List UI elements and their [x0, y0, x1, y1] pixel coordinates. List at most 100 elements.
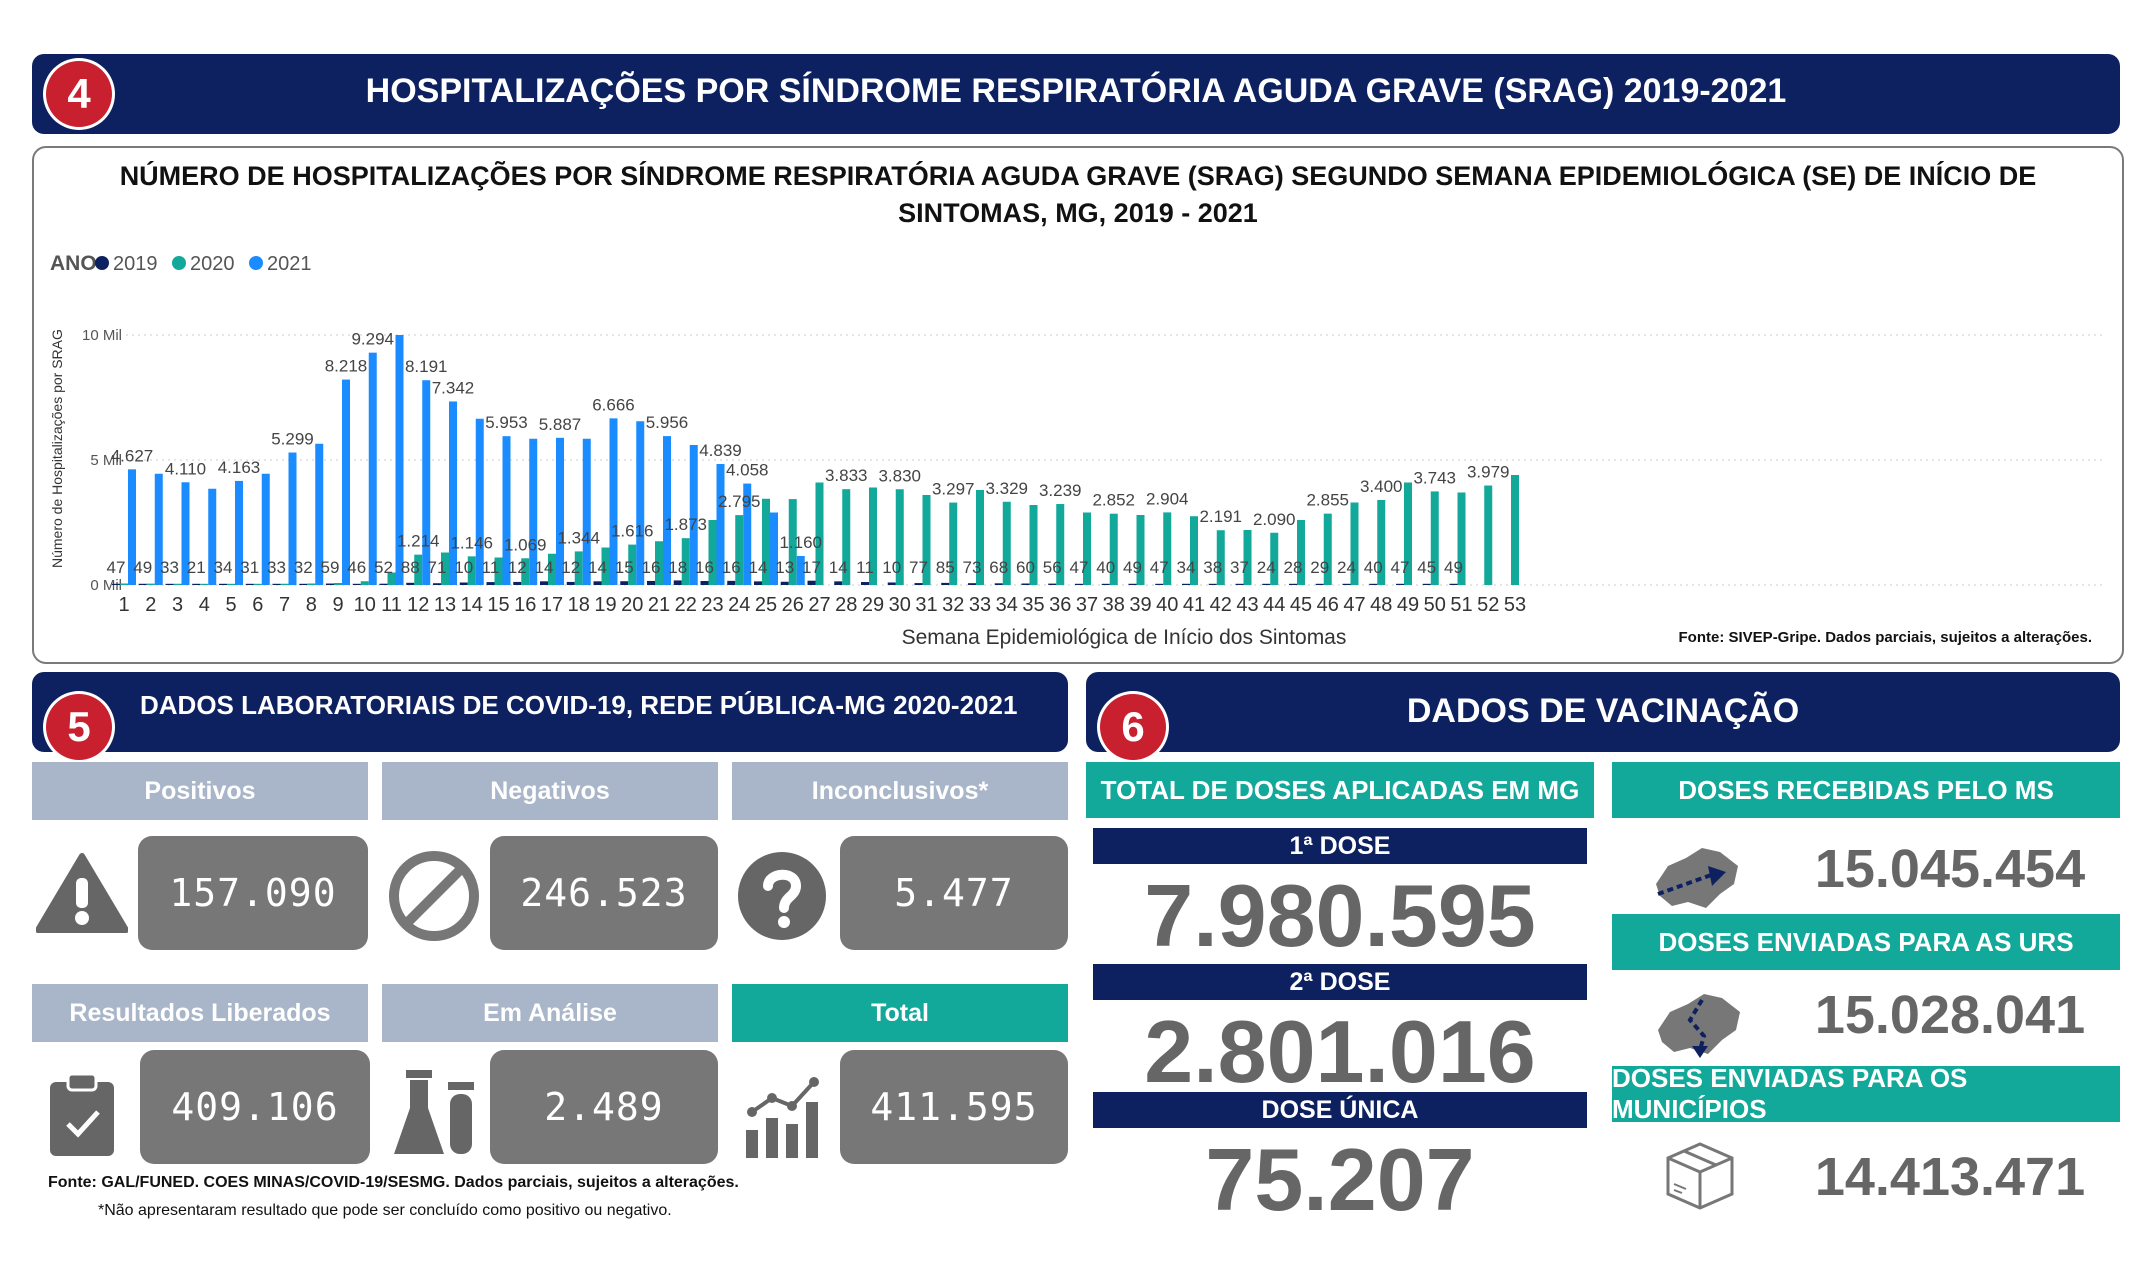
dose-unica-value: 75.207 [1205, 1130, 1475, 1229]
bar-2019-se34 [994, 583, 1003, 585]
section-title: HOSPITALIZAÇÕES POR SÍNDROME RESPIRATÓRI… [365, 72, 1787, 110]
x-tick-label: 22 [675, 594, 697, 616]
bar-2020-se44 [1270, 532, 1279, 585]
bar-2020-se37 [1083, 512, 1091, 585]
bar-2020-se14 [467, 556, 476, 585]
y-tick-label: 5 Mil [90, 452, 122, 469]
data-label-2021: 7.342 [432, 378, 475, 397]
data-label-2021: 4.058 [726, 461, 769, 480]
x-tick-label: 35 [1022, 594, 1044, 616]
data-label-2020: 3.239 [1039, 481, 1082, 500]
bar-2019-se21 [647, 580, 655, 585]
dose1-value: 7.980.595 [1144, 866, 1536, 965]
bar-2020-se10 [360, 581, 369, 585]
data-label-2019: 49 [1123, 558, 1142, 577]
x-tick-label: 30 [889, 594, 911, 616]
data-label-2019: 37 [1230, 558, 1249, 577]
bar-2019-se6 [245, 583, 254, 585]
bar-2020-se15 [494, 557, 503, 585]
total-value: 411.595 [840, 1050, 1068, 1164]
section-number-badge: 5 [46, 694, 112, 760]
bar-2019-se46 [1315, 583, 1324, 585]
bar-2021-se24 [743, 483, 752, 585]
bar-2019-se18 [566, 581, 575, 585]
section5-banner: 5 DADOS LABORATORIAIS DE COVID-19, REDE … [32, 672, 1068, 760]
data-label-2019: 33 [267, 558, 286, 577]
bar-2019-se42 [1208, 583, 1217, 585]
bar-2020-se27 [815, 482, 824, 585]
bar-2019-se51 [1449, 583, 1458, 585]
bar-2021-se16 [529, 438, 538, 585]
bar-2020-se13 [441, 552, 449, 585]
bar-2020-se4 [200, 583, 209, 585]
bar-2019-se30 [887, 582, 896, 585]
data-label-2021: 4.627 [111, 446, 154, 465]
data-label-2019: 16 [695, 558, 714, 577]
x-tick-label: 9 [332, 594, 343, 616]
x-tick-label: 37 [1076, 594, 1098, 616]
negativos-header: Negativos [382, 762, 718, 820]
bar-2019-se5 [219, 583, 227, 585]
bar-2021-se11 [395, 335, 404, 585]
x-tick-label: 45 [1290, 594, 1312, 616]
x-tick-label: 10 [354, 594, 376, 616]
bar-2019-se35 [1021, 583, 1030, 585]
data-label-2019: 31 [240, 558, 259, 577]
bar-2020-se20 [628, 544, 637, 585]
question-icon [738, 852, 826, 940]
data-label-2021: 4.110 [165, 459, 206, 478]
bar-2020-se3 [173, 583, 182, 585]
bar-2021-se13 [449, 401, 457, 585]
data-label-2019: 47 [1391, 558, 1410, 577]
bar-2020-se46 [1323, 513, 1332, 585]
x-tick-label: 43 [1236, 594, 1258, 616]
x-tick-label: 25 [755, 594, 777, 616]
bar-2020-se12 [414, 554, 423, 585]
bar-2019-se9 [326, 583, 334, 585]
chart-legend: 2019 2020 2021 [95, 253, 312, 275]
dose1-label: 1ª DOSE [1093, 828, 1587, 864]
dose2-value: 2.801.016 [1144, 1002, 1536, 1101]
x-tick-label: 5 [225, 594, 236, 616]
bar-2021-se10 [368, 352, 377, 585]
positivos-value: 157.090 [138, 836, 368, 950]
data-label-2019: 11 [856, 558, 874, 577]
x-tick-label: 36 [1049, 594, 1071, 616]
x-tick-label: 4 [199, 594, 210, 616]
bar-2020-se23 [708, 520, 717, 585]
bar-2021-se17 [556, 437, 564, 585]
bar-chart: ANO 2019 2020 2021 Número de Hospitalizaçõ… [49, 252, 2104, 649]
chart-source: Fonte: SIVEP-Gripe. Dados parciais, suje… [1679, 629, 2092, 646]
bar-2020-se53 [1511, 475, 1519, 585]
growth-chart-icon [746, 1077, 819, 1158]
x-tick-label: 50 [1424, 594, 1446, 616]
x-tick-label: 49 [1397, 594, 1419, 616]
data-label-2020: 1.873 [664, 515, 707, 534]
data-label-2019: 73 [963, 558, 982, 577]
x-tick-label: 34 [996, 594, 1018, 616]
x-tick-label: 33 [969, 594, 991, 616]
total-header: Total [732, 984, 1068, 1042]
x-tick-label: 2 [145, 594, 156, 616]
dose2-label: 2ª DOSE [1093, 964, 1587, 1000]
data-label-2019: 32 [294, 558, 313, 577]
bar-2019-se40 [1155, 583, 1164, 585]
bar-2019-se41 [1182, 583, 1190, 585]
x-tick-label: 17 [541, 594, 563, 616]
bar-2021-se21 [663, 436, 671, 585]
analise-header: Em Análise [382, 984, 718, 1042]
doses-urs-value: 15.028.041 [1814, 985, 2086, 1045]
data-label-2020: 2.904 [1146, 489, 1189, 508]
bar-2019-se20 [620, 581, 629, 585]
x-tick-label: 3 [172, 594, 183, 616]
bar-2019-se17 [540, 581, 548, 585]
data-label-2019: 47 [107, 558, 126, 577]
bar-2020-se52 [1484, 485, 1493, 585]
data-label-2020: 2.855 [1306, 491, 1349, 510]
bar-2020-se35 [1029, 505, 1038, 585]
x-tick-label: 8 [306, 594, 317, 616]
bar-2019-se38 [1101, 583, 1110, 585]
bar-2020-se45 [1297, 520, 1305, 585]
liberados-value: 409.106 [140, 1050, 370, 1164]
data-label-2020: 2.795 [718, 492, 761, 511]
